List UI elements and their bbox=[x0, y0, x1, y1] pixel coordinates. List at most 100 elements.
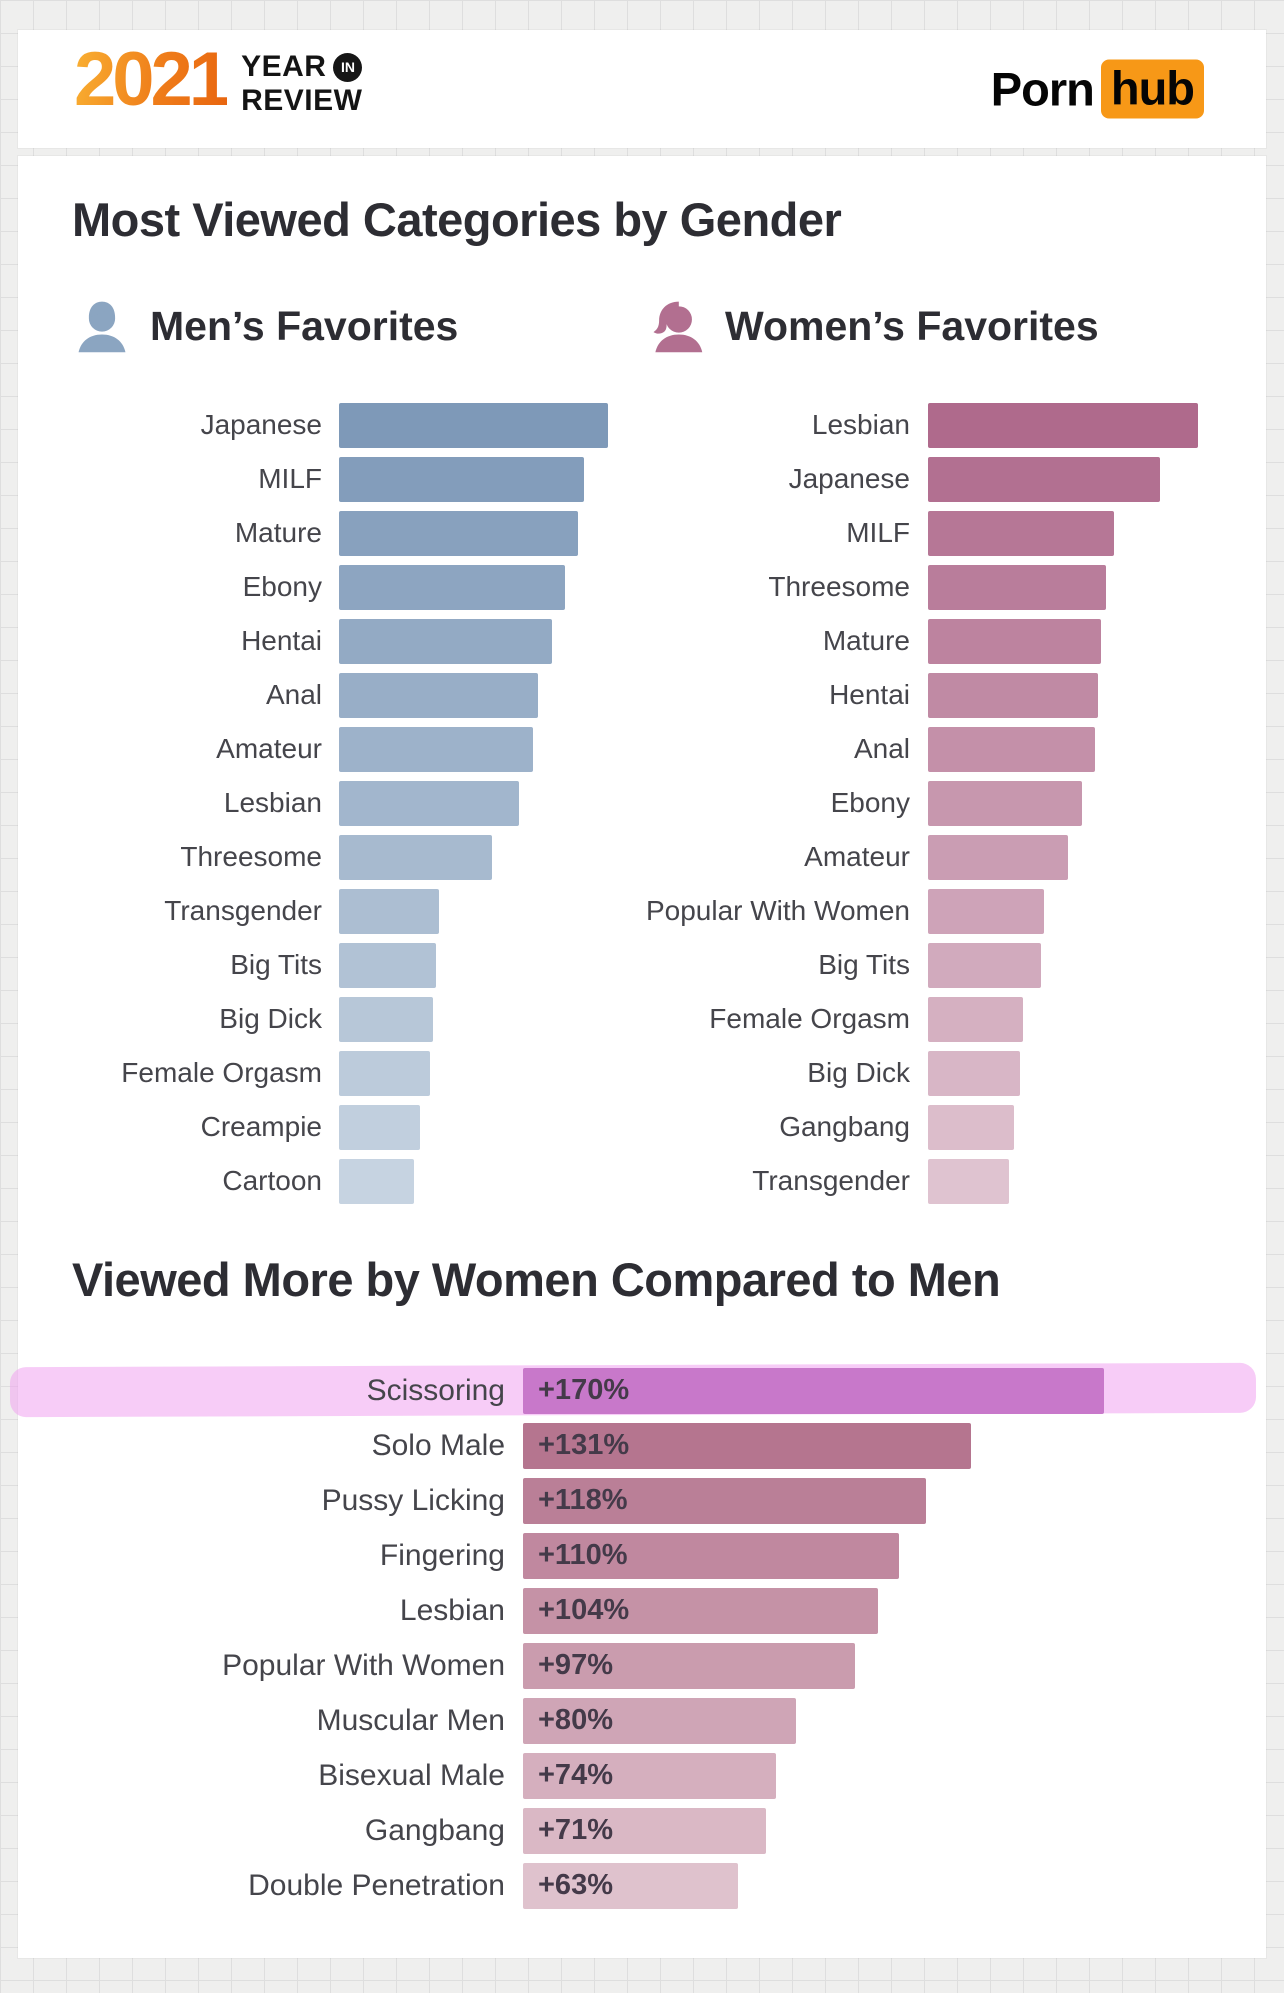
header: 2021 YEAR IN REVIEW Porn hub bbox=[18, 30, 1266, 148]
category-row: Big Tits bbox=[18, 938, 642, 992]
women-favorites-chart: Lesbian Japanese MILF Threesome Mature Hentai… bbox=[642, 398, 1266, 1208]
category-row: Transgender bbox=[642, 1154, 1266, 1208]
category-bar bbox=[339, 780, 520, 826]
section1-title: Most Viewed Categories by Gender bbox=[72, 193, 842, 246]
category-label: Lesbian bbox=[811, 409, 910, 441]
comparison-row: Muscular Men +80% bbox=[18, 1693, 1266, 1748]
comparison-row: Lesbian +104% bbox=[18, 1583, 1266, 1638]
comparison-category-label: Fingering bbox=[379, 1538, 505, 1572]
category-bar bbox=[928, 996, 1023, 1042]
category-label: Popular With Women bbox=[645, 895, 910, 927]
category-bar bbox=[928, 942, 1042, 988]
comparison-category-label: Muscular Men bbox=[316, 1703, 505, 1737]
category-bar bbox=[928, 564, 1107, 610]
category-label: Female Orgasm bbox=[121, 1057, 322, 1089]
category-row: Female Orgasm bbox=[642, 992, 1266, 1046]
category-label: Japanese bbox=[788, 463, 910, 495]
comparison-category-label: Solo Male bbox=[371, 1428, 505, 1462]
category-label: Japanese bbox=[200, 409, 322, 441]
category-label: Hentai bbox=[829, 679, 910, 711]
woman-silhouette-icon bbox=[653, 301, 703, 353]
year-in-review-wordmark: YEAR IN REVIEW bbox=[241, 44, 363, 117]
comparison-row: Scissoring +170% bbox=[9, 1362, 1266, 1418]
percent-label: +104% bbox=[538, 1594, 630, 1626]
category-bar bbox=[928, 780, 1082, 826]
category-bar bbox=[339, 618, 552, 664]
comparison-category-label: Pussy Licking bbox=[321, 1483, 505, 1517]
category-row: Creampie bbox=[18, 1100, 642, 1154]
section2-title: Viewed More by Women Compared to Men bbox=[72, 1253, 1001, 1306]
category-row: Japanese bbox=[642, 452, 1266, 506]
category-row: Mature bbox=[18, 506, 642, 560]
category-label: Threesome bbox=[180, 841, 322, 873]
comparison-bar: +104% bbox=[523, 1587, 879, 1634]
category-bar bbox=[928, 1158, 1009, 1204]
category-label: Amateur bbox=[804, 841, 910, 873]
category-bar bbox=[928, 402, 1198, 448]
pornhub-logo-hub: hub bbox=[1100, 59, 1204, 119]
category-row: Gangbang bbox=[642, 1100, 1266, 1154]
category-row: Amateur bbox=[18, 722, 642, 776]
category-label: Ebony bbox=[242, 571, 322, 603]
category-label: Creampie bbox=[200, 1111, 322, 1143]
category-row: Hentai bbox=[18, 614, 642, 668]
category-label: Amateur bbox=[216, 733, 322, 765]
category-bar bbox=[339, 402, 608, 448]
category-label: Cartoon bbox=[222, 1165, 322, 1197]
comparison-bar: +131% bbox=[523, 1422, 971, 1469]
category-label: Big Tits bbox=[818, 949, 910, 981]
men-legend: Men’s Favorites bbox=[72, 296, 458, 356]
comparison-category-label: Lesbian bbox=[399, 1593, 505, 1627]
category-bar bbox=[339, 996, 434, 1042]
category-label: Hentai bbox=[241, 625, 322, 657]
category-row: Hentai bbox=[642, 668, 1266, 722]
category-bar bbox=[339, 456, 584, 502]
category-row: Anal bbox=[642, 722, 1266, 776]
comparison-bar: +118% bbox=[523, 1477, 927, 1524]
category-bar bbox=[928, 618, 1101, 664]
category-label: Threesome bbox=[768, 571, 910, 603]
category-bar bbox=[339, 1158, 415, 1204]
percent-label: +97% bbox=[538, 1649, 613, 1681]
category-row: Japanese bbox=[18, 398, 642, 452]
category-row: Lesbian bbox=[642, 398, 1266, 452]
category-bar bbox=[339, 564, 565, 610]
pornhub-logo-porn: Porn bbox=[990, 62, 1095, 116]
category-row: Big Dick bbox=[18, 992, 642, 1046]
category-bar bbox=[339, 834, 493, 880]
category-row: Female Orgasm bbox=[18, 1046, 642, 1100]
category-bar bbox=[928, 1104, 1015, 1150]
men-favorites-chart: Japanese MILF Mature Ebony Hentai Anal Amateur… bbox=[18, 398, 642, 1208]
women-legend-label: Women’s Favorites bbox=[725, 302, 1099, 349]
comparison-bar: +71% bbox=[523, 1807, 766, 1854]
category-bar bbox=[339, 510, 579, 556]
category-bar bbox=[928, 510, 1115, 556]
comparison-category-label: Bisexual Male bbox=[318, 1758, 505, 1792]
percent-label: +71% bbox=[538, 1814, 613, 1846]
comparison-category-label: Popular With Women bbox=[222, 1648, 505, 1682]
category-bar bbox=[928, 672, 1099, 718]
category-row: Transgender bbox=[18, 884, 642, 938]
category-row: Ebony bbox=[18, 560, 642, 614]
category-row: Lesbian bbox=[18, 776, 642, 830]
category-row: Threesome bbox=[18, 830, 642, 884]
year-in-review-logo: 2021 YEAR IN REVIEW bbox=[74, 37, 363, 122]
category-label: Anal bbox=[853, 733, 910, 765]
comparison-row: Gangbang +71% bbox=[18, 1803, 1266, 1858]
percent-label: +63% bbox=[538, 1869, 613, 1901]
category-label: Transgender bbox=[164, 895, 322, 927]
category-label: Anal bbox=[265, 679, 322, 711]
year-2021-text: 2021 bbox=[74, 37, 231, 122]
category-row: MILF bbox=[642, 506, 1266, 560]
category-bar bbox=[928, 834, 1069, 880]
category-bar bbox=[339, 672, 539, 718]
category-row: Threesome bbox=[642, 560, 1266, 614]
category-label: Big Dick bbox=[219, 1003, 322, 1035]
men-legend-label: Men’s Favorites bbox=[150, 302, 459, 349]
comparison-category-label: Gangbang bbox=[364, 1813, 505, 1847]
category-bar bbox=[928, 456, 1161, 502]
category-label: Gangbang bbox=[779, 1111, 910, 1143]
percent-label: +74% bbox=[538, 1759, 613, 1791]
comparison-bar: +63% bbox=[523, 1862, 739, 1909]
comparison-category-label: Double Penetration bbox=[248, 1868, 505, 1902]
